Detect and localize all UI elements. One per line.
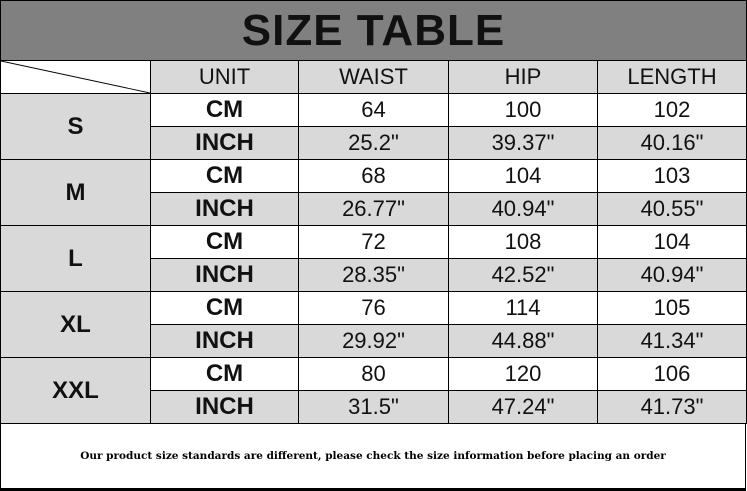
hip-value: 44.88" — [448, 324, 598, 358]
length-value: 40.94" — [597, 258, 747, 292]
waist-value: 28.35" — [298, 258, 449, 292]
table-row-s-inch: INCH 25.2" 39.37" 40.16" — [1, 126, 747, 160]
header-waist: WAIST — [298, 60, 449, 94]
hip-value: 104 — [448, 159, 598, 193]
length-value: 104 — [597, 225, 747, 259]
unit-label: INCH — [150, 390, 299, 424]
footer-note: Our product size standards are different… — [0, 424, 746, 491]
header-unit: UNIT — [150, 60, 299, 94]
table-row-s-cm: S CM 64 100 102 — [0, 93, 747, 160]
unit-label: INCH — [150, 324, 299, 358]
unit-label: CM — [150, 159, 299, 193]
size-label: XXL — [0, 357, 151, 424]
length-value: 103 — [597, 159, 747, 193]
length-value: 106 — [597, 357, 747, 391]
size-label: L — [0, 225, 151, 292]
length-value: 40.16" — [597, 126, 747, 160]
table-row-m-inch: INCH 26.77" 40.94" 40.55" — [1, 192, 747, 226]
hip-value: 114 — [448, 291, 598, 325]
unit-label: INCH — [150, 126, 299, 160]
length-value: 41.34" — [597, 324, 747, 358]
unit-label: CM — [150, 225, 299, 259]
length-value: 105 — [597, 291, 747, 325]
length-value: 102 — [597, 93, 747, 127]
waist-value: 31.5" — [298, 390, 449, 424]
waist-value: 80 — [298, 357, 449, 391]
unit-label: CM — [150, 93, 299, 127]
waist-value: 76 — [298, 291, 449, 325]
unit-label: CM — [150, 291, 299, 325]
waist-value: 64 — [298, 93, 449, 127]
hip-value: 42.52" — [448, 258, 598, 292]
table-title: SIZE TABLE — [0, 0, 747, 60]
table-row-xxl-inch: INCH 31.5" 47.24" 41.73" — [1, 390, 747, 424]
size-table: UNIT WAIST HIP LENGTH S CM 64 100 102 INCH 25.… — [0, 60, 747, 424]
hip-value: 40.94" — [448, 192, 598, 226]
hip-value: 39.37" — [448, 126, 598, 160]
hip-value: 100 — [448, 93, 598, 127]
length-value: 40.55" — [597, 192, 747, 226]
waist-value: 26.77" — [298, 192, 449, 226]
corner-cell — [0, 60, 151, 94]
waist-value: 29.92" — [298, 324, 449, 358]
size-label: XL — [0, 291, 151, 358]
unit-label: INCH — [150, 258, 299, 292]
waist-value: 72 — [298, 225, 449, 259]
table-row-m-cm: M CM 68 104 103 — [0, 159, 747, 226]
table-row-xl-cm: XL CM 76 114 105 — [0, 291, 747, 358]
table-row-l-cm: L CM 72 108 104 — [0, 225, 747, 292]
hip-value: 47.24" — [448, 390, 598, 424]
length-value: 41.73" — [597, 390, 747, 424]
hip-value: 108 — [448, 225, 598, 259]
table-row-l-inch: INCH 28.35" 42.52" 40.94" — [1, 258, 747, 292]
unit-label: CM — [150, 357, 299, 391]
hip-value: 120 — [448, 357, 598, 391]
waist-value: 68 — [298, 159, 449, 193]
size-label: S — [0, 93, 151, 160]
waist-value: 25.2" — [298, 126, 449, 160]
header-hip: HIP — [448, 60, 598, 94]
header-length: LENGTH — [597, 60, 747, 94]
diagonal-line — [1, 61, 150, 93]
size-label: M — [0, 159, 151, 226]
table-row-xxl-cm: XXL CM 80 120 106 — [0, 357, 747, 424]
unit-label: INCH — [150, 192, 299, 226]
header-row: UNIT WAIST HIP LENGTH — [0, 60, 747, 94]
